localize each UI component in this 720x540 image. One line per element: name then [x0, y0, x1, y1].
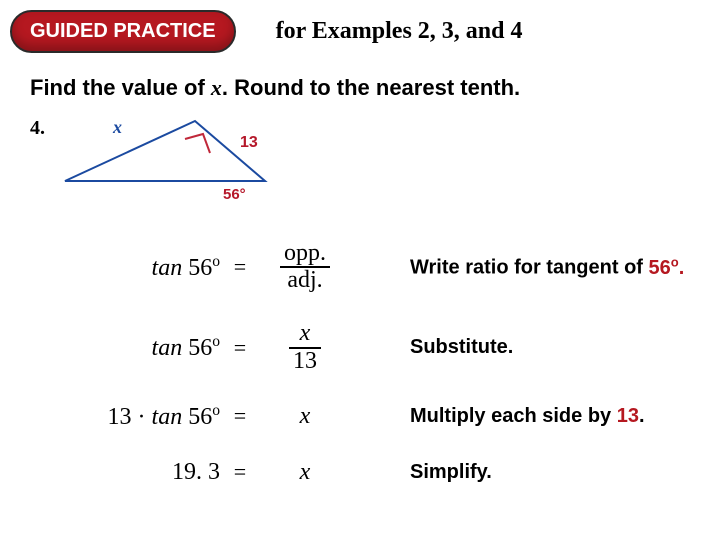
step-row: tan 56o=x13 Substitute. — [70, 321, 720, 373]
instruction-variable: x — [211, 75, 222, 100]
step-row: tan 56o=opp.adj. Write ratio for tangent … — [70, 241, 720, 293]
step-rhs: opp.adj. — [260, 241, 350, 293]
problem-number: 4. — [30, 117, 45, 140]
step-lhs: tan 56o — [70, 333, 220, 362]
instruction-prefix: Find the value of — [30, 75, 211, 100]
equals-sign: = — [220, 254, 260, 280]
guided-practice-badge: GUIDED PRACTICE — [10, 10, 236, 53]
step-rhs: x13 — [260, 321, 350, 373]
step-lhs: tan 56o — [70, 253, 220, 282]
instruction-suffix: . Round to the nearest tenth. — [222, 75, 520, 100]
equals-sign: = — [220, 403, 260, 429]
step-lhs: 19. 3 — [70, 459, 220, 486]
figure-x-label: x — [112, 117, 122, 137]
triangle-svg: x 13 56° — [55, 111, 285, 206]
step-lhs: 13 · tan 56o — [70, 402, 220, 431]
step-row: 19. 3=x Simplify. — [70, 459, 720, 486]
equals-sign: = — [220, 335, 260, 361]
figure-side-label: 13 — [240, 134, 258, 151]
step-rhs: x — [260, 459, 350, 486]
step-explanation: Write ratio for tangent of 56o. — [410, 254, 720, 280]
step-rhs: x — [260, 403, 350, 430]
right-angle-marker — [185, 134, 210, 153]
header-title: for Examples 2, 3, and 4 — [276, 18, 523, 45]
header-row: GUIDED PRACTICE for Examples 2, 3, and 4 — [0, 0, 720, 53]
step-explanation: Multiply each side by 13. — [410, 405, 720, 428]
problem-block: 4. x 13 56° — [0, 111, 720, 211]
triangle-figure: x 13 56° — [55, 111, 285, 211]
equals-sign: = — [220, 459, 260, 485]
instruction-text: Find the value of x. Round to the neares… — [30, 75, 720, 101]
step-row: 13 · tan 56o=x Multiply each side by 13. — [70, 402, 720, 431]
figure-angle-label: 56° — [223, 186, 246, 203]
step-explanation: Simplify. — [410, 461, 720, 484]
triangle-outline — [65, 121, 265, 181]
step-explanation: Substitute. — [410, 336, 720, 359]
solution-steps: tan 56o=opp.adj.Write ratio for tangent … — [70, 241, 720, 486]
